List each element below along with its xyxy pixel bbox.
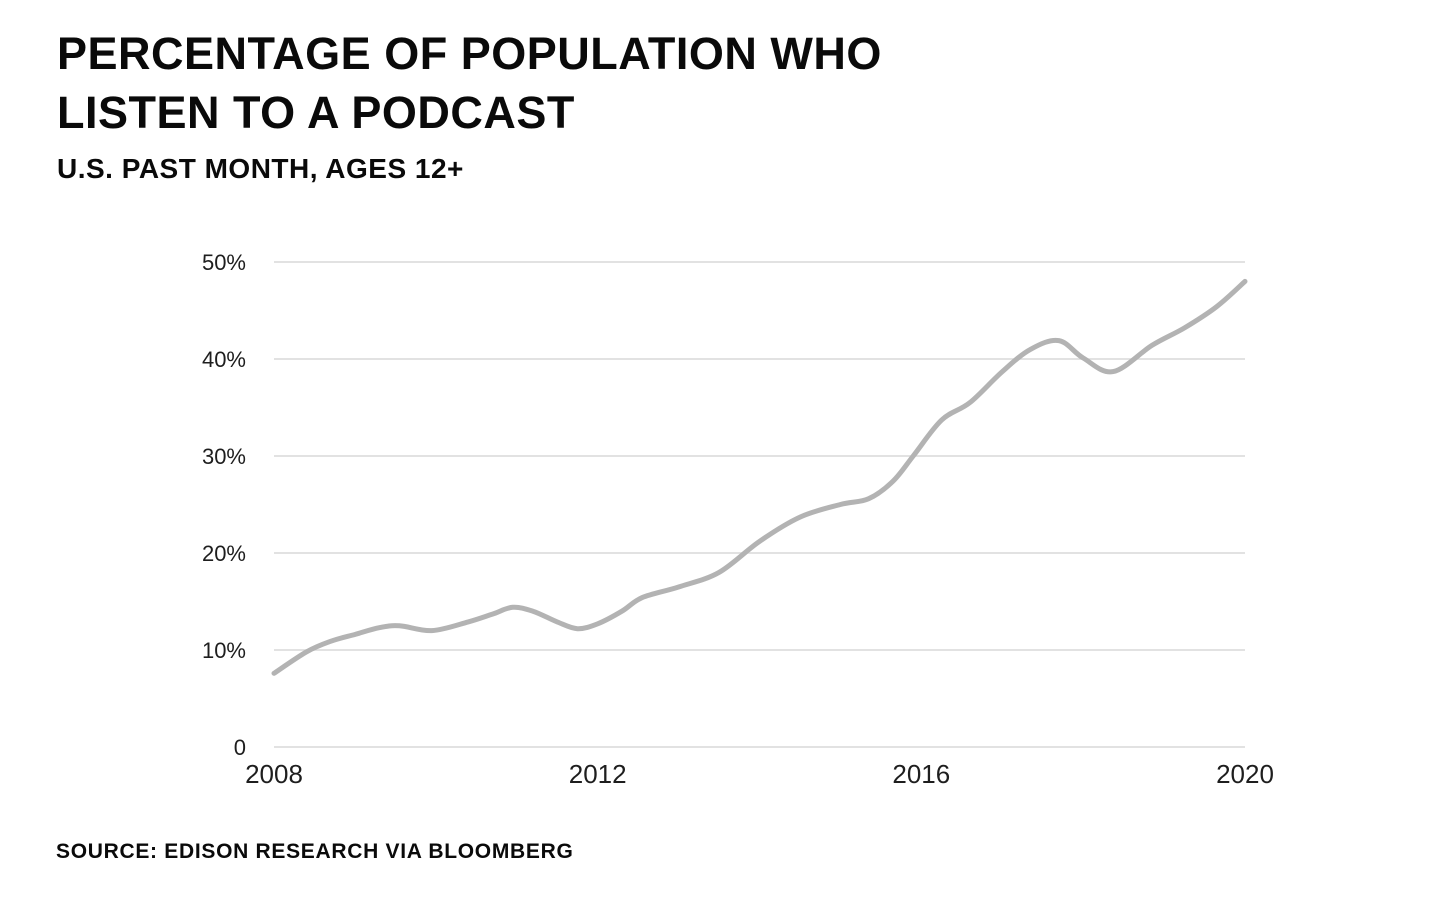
y-tick-label: 0 — [234, 735, 246, 760]
x-tick-label: 2016 — [892, 759, 950, 789]
source-note: SOURCE: EDISON RESEARCH VIA BLOOMBERG — [56, 840, 574, 863]
chart-title-line1: PERCENTAGE OF POPULATION WHO — [57, 28, 882, 79]
x-axis-labels: 2008 2012 2016 2020 — [245, 759, 1274, 789]
x-tick-label: 2012 — [569, 759, 627, 789]
chart-title-line2: LISTEN TO A PODCAST — [57, 87, 575, 138]
y-tick-label: 50% — [202, 250, 246, 275]
y-tick-label: 30% — [202, 444, 246, 469]
chart-header: PERCENTAGE OF POPULATION WHO LISTEN TO A… — [57, 24, 882, 185]
y-tick-label: 20% — [202, 541, 246, 566]
chart-title: PERCENTAGE OF POPULATION WHO LISTEN TO A… — [57, 24, 882, 142]
y-tick-label: 40% — [202, 347, 246, 372]
x-tick-label: 2020 — [1216, 759, 1274, 789]
y-axis-labels: 0 10% 20% 30% 40% 50% — [202, 250, 246, 760]
chart-subtitle: U.S. PAST MONTH, AGES 12+ — [57, 153, 464, 184]
series-line — [271, 278, 1248, 676]
y-tick-label: 10% — [202, 638, 246, 663]
gridlines-group — [274, 261, 1245, 748]
x-tick-label: 2008 — [245, 759, 303, 789]
